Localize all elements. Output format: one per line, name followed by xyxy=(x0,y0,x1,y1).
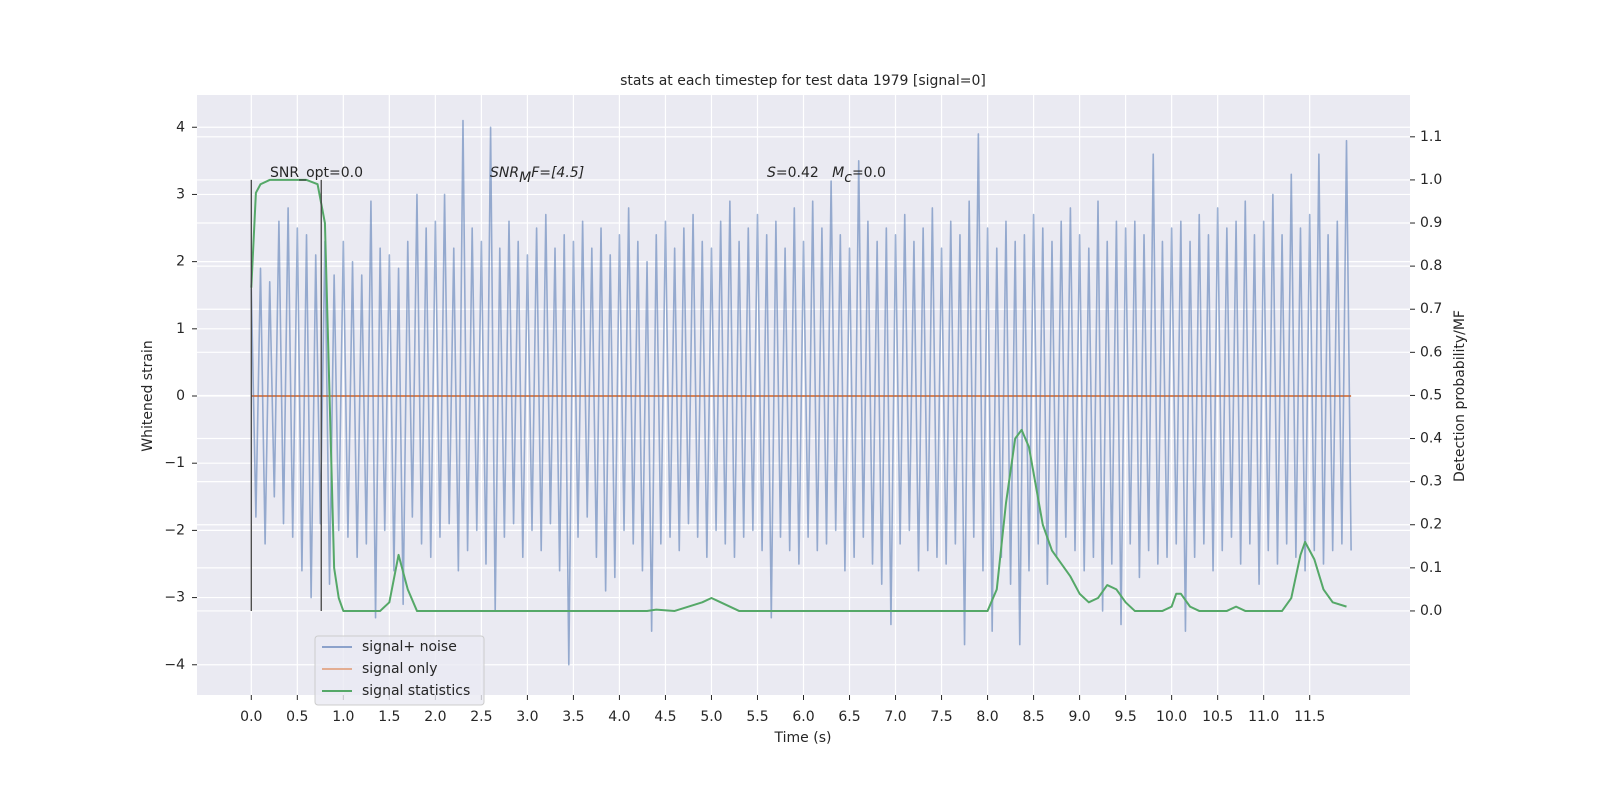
y2-tick-label: 0.6 xyxy=(1420,344,1442,360)
x-tick-label: 6.0 xyxy=(792,709,814,725)
x-tick-label: 0.5 xyxy=(286,709,308,725)
y2-tick-label: 0.9 xyxy=(1420,215,1442,231)
x-tick-label: 3.0 xyxy=(516,709,538,725)
series-line xyxy=(250,178,1347,612)
x-tick-label: 1.5 xyxy=(378,709,400,725)
y2-tick-label: 0.5 xyxy=(1420,387,1442,403)
x-tick-label: 3.5 xyxy=(562,709,584,725)
y2-tick-label: 0.1 xyxy=(1420,560,1442,576)
x-tick-label: 10.5 xyxy=(1202,709,1233,725)
series-line xyxy=(250,119,1352,666)
annotation: SNRMF=[4.5] xyxy=(490,165,584,186)
x-tick-label: 10.0 xyxy=(1156,709,1187,725)
y-tick-label: −1 xyxy=(164,455,185,471)
y-axis-label: Whitened strain xyxy=(140,340,156,451)
y-tick-label: 4 xyxy=(176,119,185,135)
x-tick-label: 5.5 xyxy=(746,709,768,725)
x-tick-label: 9.5 xyxy=(1114,709,1136,725)
x-tick-label: 5.0 xyxy=(700,709,722,725)
y2-tick-label: 0.7 xyxy=(1420,301,1442,317)
annotation: SNR_opt=0.0 xyxy=(270,165,363,181)
annotation-part: M xyxy=(832,165,844,181)
legend-label: signal only xyxy=(362,661,437,677)
legend-label: signal statistics xyxy=(362,683,470,699)
x-axis-label: Time (s) xyxy=(774,730,832,746)
x-tick-label: 0.0 xyxy=(240,709,262,725)
y2-tick-label: 0.2 xyxy=(1420,517,1442,533)
y2-tick-label: 0.3 xyxy=(1420,474,1442,490)
chart-title: stats at each timestep for test data 197… xyxy=(620,73,986,89)
y2-axis-label: Detection probability/MF xyxy=(1452,310,1468,482)
annotation-part: SNR_opt=0.0 xyxy=(270,165,363,181)
x-tick-label: 11.0 xyxy=(1248,709,1279,725)
annotation-part: c xyxy=(844,170,852,186)
x-tick-label: 2.5 xyxy=(470,709,492,725)
x-tick-label: 8.5 xyxy=(1022,709,1044,725)
x-tick-label: 6.5 xyxy=(838,709,860,725)
x-tick-label: 7.0 xyxy=(884,709,906,725)
annotation-part: =0.42 xyxy=(776,165,832,181)
annotation-part: S xyxy=(767,165,776,181)
y-tick-label: 0 xyxy=(176,388,185,404)
y-tick-label: 3 xyxy=(176,186,185,202)
annotation: S=0.42 Mc=0.0 xyxy=(767,165,886,186)
y2-tick-label: 1.0 xyxy=(1420,172,1442,188)
y-tick-label: −4 xyxy=(164,657,185,673)
y2-tick-label: 1.1 xyxy=(1420,129,1442,145)
annotation-part: =0.0 xyxy=(852,165,886,181)
x-tick-label: 1.0 xyxy=(332,709,354,725)
x-tick-label: 4.0 xyxy=(608,709,630,725)
y-tick-label: −3 xyxy=(164,590,185,606)
y-tick-label: 1 xyxy=(176,321,185,337)
annotation-part: M xyxy=(519,170,531,186)
x-tick-label: 11.5 xyxy=(1294,709,1325,725)
annotation-part: SNR xyxy=(490,165,519,181)
y-tick-label: −2 xyxy=(164,522,185,538)
legend-box xyxy=(314,635,485,706)
y2-tick-label: 0.0 xyxy=(1420,603,1442,619)
x-tick-label: 9.0 xyxy=(1068,709,1090,725)
x-tick-label: 8.0 xyxy=(976,709,998,725)
annotation-part: F=[4.5] xyxy=(531,165,584,181)
legend-label: signal+ noise xyxy=(362,639,457,655)
x-tick-label: 7.5 xyxy=(930,709,952,725)
y-tick-label: 2 xyxy=(176,254,185,270)
x-tick-label: 2.0 xyxy=(424,709,446,725)
y2-tick-label: 0.4 xyxy=(1420,431,1442,447)
y2-tick-label: 0.8 xyxy=(1420,258,1442,274)
x-tick-label: 4.5 xyxy=(654,709,676,725)
